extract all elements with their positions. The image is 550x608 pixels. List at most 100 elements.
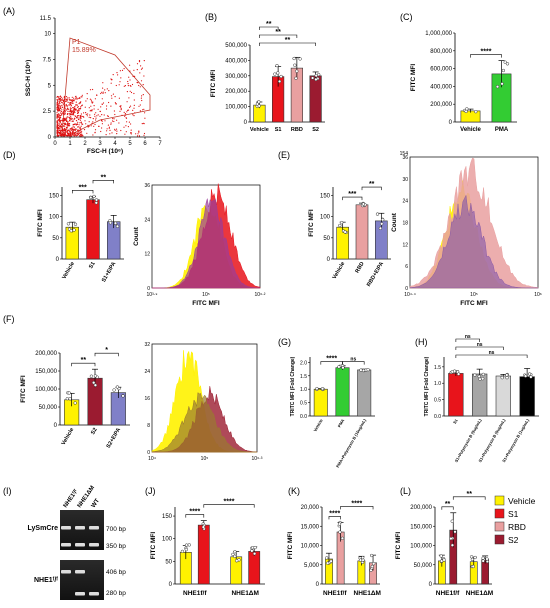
bar: [248, 551, 261, 585]
significance-label: **: [369, 181, 375, 188]
a-event-dot: [56, 126, 58, 128]
a-event-dot: [127, 83, 129, 85]
hist-xtick-label: 10⁶: [534, 292, 542, 298]
data-point: [378, 226, 383, 230]
category-label: S1+Polymyxin B (5ug/mL): [454, 417, 483, 463]
a-event-dot: [75, 115, 77, 117]
a-event-dot: [65, 96, 68, 98]
a-event-dot: [138, 131, 140, 133]
a-event-dot: [74, 111, 76, 113]
a-event-dot: [120, 107, 122, 109]
a-event-dot: [129, 85, 131, 87]
data-point: [276, 71, 280, 75]
a-event-dot: [64, 96, 66, 98]
significance-bracket: [455, 338, 480, 342]
significance-label: **: [266, 21, 272, 28]
y-tick-label: 1.5: [300, 374, 307, 380]
a-event-dot: [96, 115, 98, 117]
group-label: NHE1ΔM: [231, 590, 258, 597]
data-point: [315, 386, 319, 391]
a-event-dot: [73, 129, 75, 131]
data-point: [233, 550, 237, 554]
a-event-dot: [142, 109, 144, 111]
hist-xtick-label: 10⁶·²: [255, 292, 266, 298]
group-label: NHE1ΔM: [354, 590, 381, 597]
legend: Vehicle S1 RBD S2: [494, 495, 536, 545]
data-point: [94, 201, 98, 205]
data-point: [501, 68, 506, 73]
data-point: [450, 543, 455, 547]
panel-j-bar-chart: 0 50 100 150 FITC MFI NHE1f/f NHE1ΔM **** ****: [150, 499, 265, 597]
a-event-dot: [108, 90, 110, 92]
data-point: [358, 558, 363, 562]
a-event-dot: [57, 129, 59, 131]
legend-label: RBD: [508, 522, 526, 532]
a-event-dot: [139, 72, 141, 74]
significance-label: ***: [79, 184, 87, 191]
data-point: [370, 564, 374, 569]
a-event-dot: [68, 98, 70, 100]
a-event-dot: [126, 91, 128, 93]
a-event-dot: [116, 72, 118, 74]
a-event-dot: [77, 131, 79, 133]
hist-xtick-label: 10⁶·³: [252, 456, 263, 462]
significance-bracket: [340, 506, 374, 510]
data-point: [233, 554, 237, 558]
a-event-dot: [61, 112, 64, 114]
data-point: [112, 388, 116, 392]
a-event-dot: [71, 102, 73, 104]
a-event-dot: [84, 120, 86, 122]
gel-band: [89, 592, 99, 596]
legend-label: S2: [508, 535, 519, 545]
a-event-dot: [106, 105, 108, 107]
a-event-dot: [90, 117, 92, 119]
a-event-dot: [62, 112, 65, 114]
a-event-dot: [68, 130, 71, 132]
bar: [309, 75, 322, 123]
data-point: [505, 373, 509, 377]
a-event-dot: [129, 64, 131, 66]
a-event-dot: [64, 106, 66, 108]
a-event-dot: [74, 106, 76, 108]
a-event-dot: [75, 132, 77, 134]
a-event-dot: [57, 107, 60, 109]
a-event-dot: [120, 105, 122, 107]
hist-ylabel: Count: [133, 226, 140, 246]
a-event-dot: [64, 113, 67, 115]
significance-label: ****: [326, 356, 337, 363]
band-350: 350 bp: [106, 543, 126, 550]
a-event-dot: [63, 102, 65, 104]
a-event-dot: [138, 61, 141, 63]
a-event-dot: [80, 135, 83, 137]
data-point: [275, 63, 279, 68]
a-event-dot: [69, 99, 71, 101]
a-event-dot: [72, 132, 74, 134]
a-event-dot: [130, 123, 132, 125]
significance-bracket: [455, 346, 504, 350]
lane-3: WT: [91, 498, 101, 509]
a-event-dot: [73, 109, 75, 111]
y-tick-label: 5,000: [304, 563, 320, 569]
a-event-dot: [92, 88, 94, 91]
a-event-dot: [86, 93, 88, 95]
band-406: 406 bp: [106, 569, 126, 576]
a-event-dot: [65, 134, 67, 136]
data-point: [361, 202, 366, 206]
a-event-dot: [85, 113, 87, 115]
a-event-dot: [61, 96, 63, 98]
y-tick-label: 800,000: [430, 49, 452, 55]
y-axis-label: FITC MFI: [308, 209, 315, 237]
bar: [357, 369, 372, 417]
a-event-dot: [133, 69, 135, 71]
a-event-dot: [69, 134, 71, 136]
a-event-dot: [65, 126, 68, 129]
category-label: Vehicle: [61, 261, 76, 280]
a-event-dot: [136, 135, 139, 137]
a-xtick-label: 5: [128, 141, 132, 147]
a-event-dot: [79, 116, 81, 118]
a-event-dot: [74, 128, 76, 130]
data-point: [320, 387, 325, 391]
hist-ytick-label: 36: [144, 183, 150, 189]
a-event-dot: [58, 100, 61, 102]
a-event-dot: [136, 63, 139, 65]
